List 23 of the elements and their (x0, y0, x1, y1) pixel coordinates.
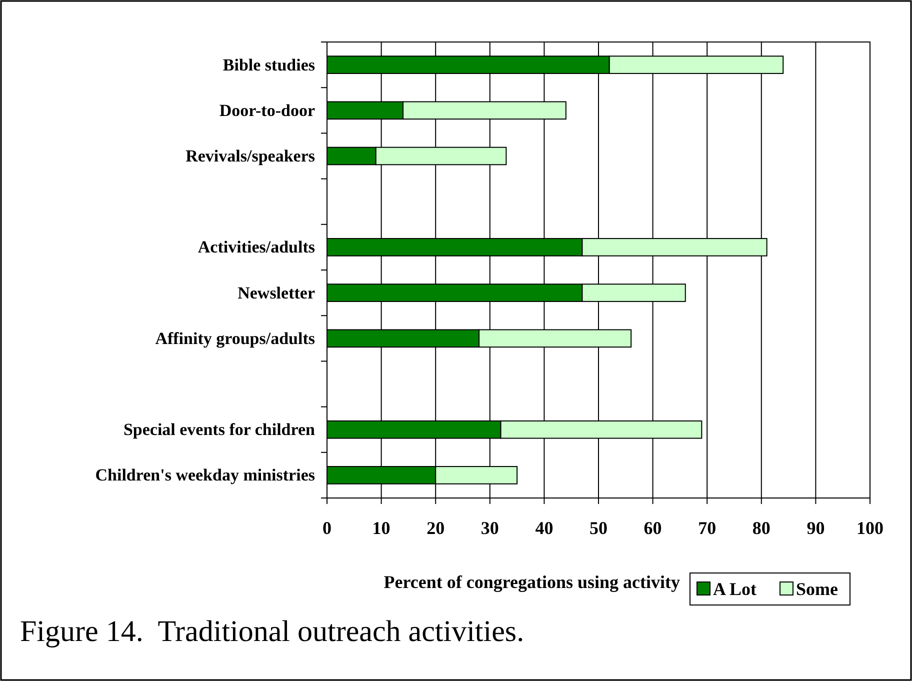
x-tick-label: 0 (322, 518, 332, 538)
y-tick-label: Revivals/speakers (186, 146, 316, 166)
x-tick-label: 70 (698, 518, 716, 538)
x-tick-label: 60 (644, 518, 662, 538)
x-tick-label: 80 (752, 518, 770, 538)
x-tick-label: 10 (372, 518, 390, 538)
y-tick-label: Special events for children (123, 420, 316, 440)
x-tick-label: 90 (806, 518, 825, 538)
x-tick-label: 20 (426, 518, 445, 538)
x-axis-title: Percent of congregations using activity (384, 572, 680, 592)
y-tick-label: Activities/adults (198, 238, 316, 257)
legend-label: A Lot (713, 579, 757, 599)
caption: Figure 14. Traditional outreach activities. (20, 615, 524, 648)
y-tick-label: Door-to-door (219, 100, 316, 120)
y-tick-label: Children's weekday ministries (95, 466, 316, 485)
x-tick-label: 100 (856, 518, 884, 538)
y-tick-label: Bible studies (222, 55, 316, 74)
y-tick-label: Newsletter (238, 283, 316, 302)
legend-label: Some (796, 579, 838, 599)
x-tick-label: 50 (590, 518, 608, 538)
x-tick-label: 40 (535, 518, 554, 538)
y-tick-label: Affinity groups/adults (155, 328, 316, 348)
x-tick-label: 30 (480, 518, 499, 538)
